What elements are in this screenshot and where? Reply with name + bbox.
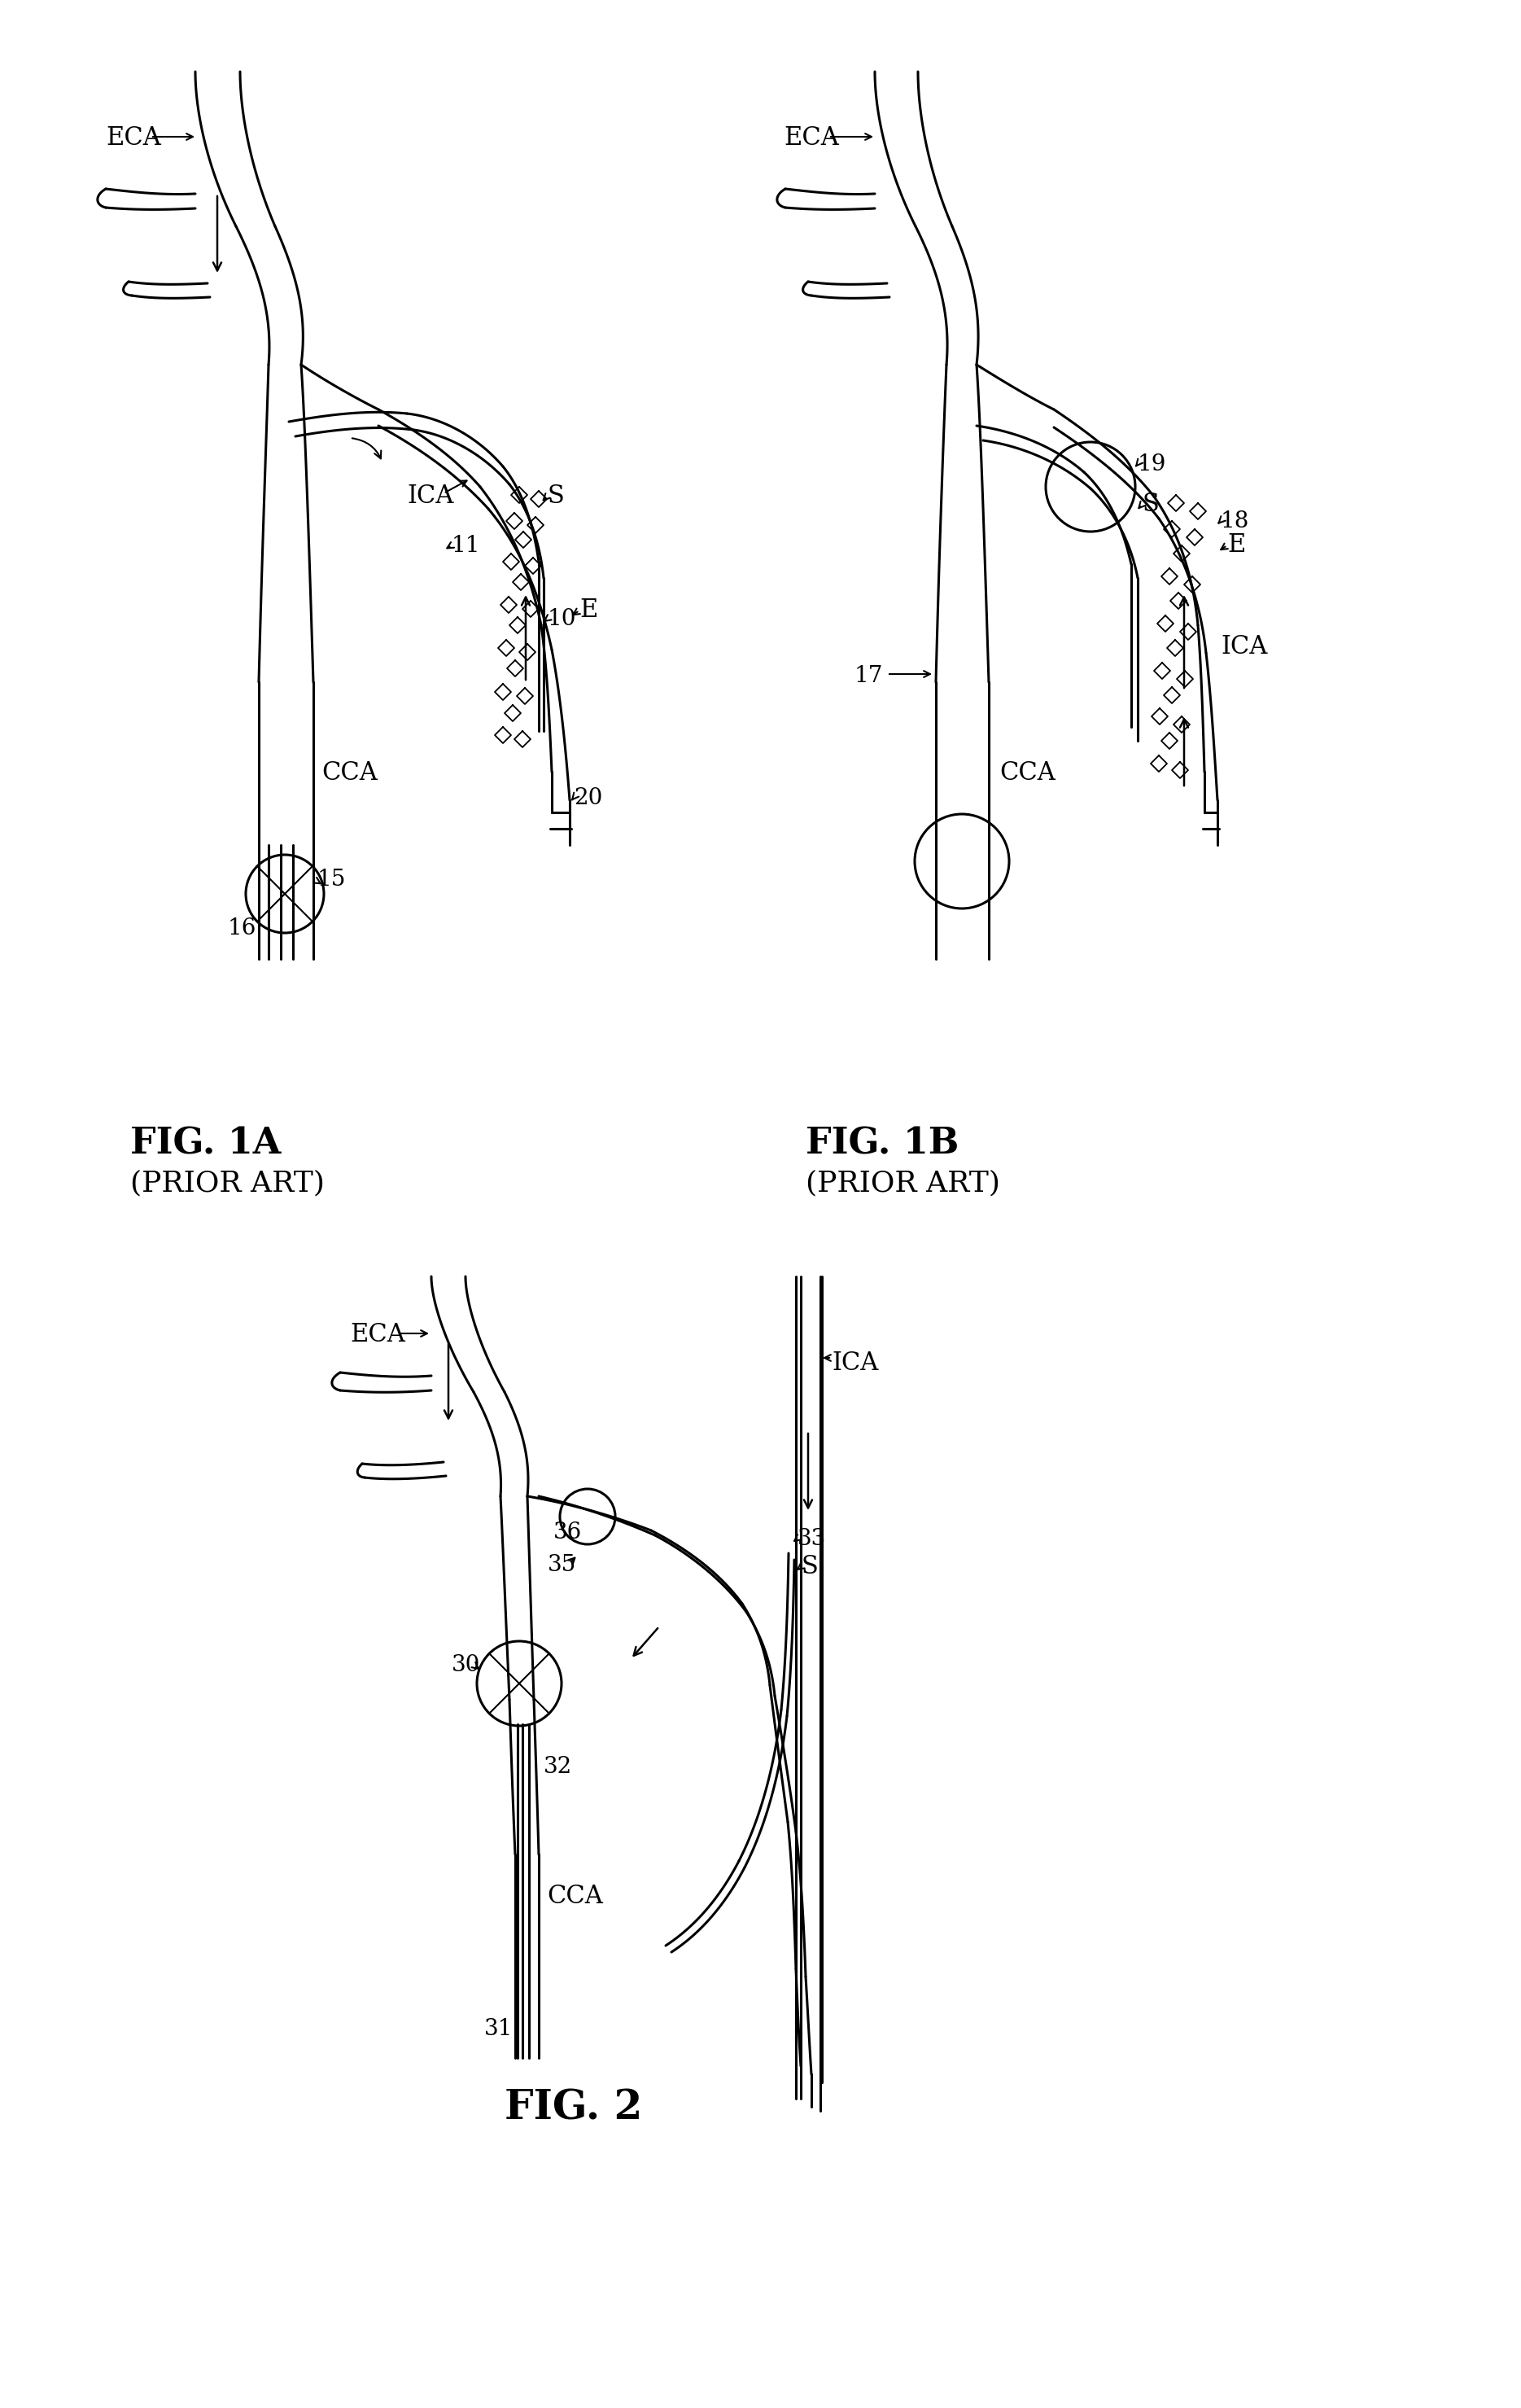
Text: FIG. 1A: FIG. 1A: [131, 1127, 281, 1161]
Text: S: S: [1142, 491, 1159, 518]
Text: 31: 31: [484, 2018, 513, 2040]
Text: 20: 20: [573, 787, 602, 809]
Text: S: S: [548, 484, 564, 508]
Text: ICA: ICA: [832, 1351, 879, 1375]
Text: 30: 30: [452, 1654, 481, 1676]
Text: E: E: [1227, 532, 1246, 559]
Text: (PRIOR ART): (PRIOR ART): [806, 1168, 1001, 1197]
Text: 35: 35: [548, 1553, 576, 1575]
Text: (PRIOR ART): (PRIOR ART): [131, 1168, 324, 1197]
Text: E: E: [580, 597, 598, 624]
Text: 10: 10: [548, 609, 576, 631]
Text: ICA: ICA: [408, 484, 453, 508]
Text: 17: 17: [855, 665, 884, 686]
Text: ECA: ECA: [106, 125, 161, 152]
Text: CCA: CCA: [999, 761, 1056, 785]
Text: 18: 18: [1221, 510, 1249, 532]
Text: ECA: ECA: [783, 125, 840, 152]
Text: CCA: CCA: [548, 1883, 602, 1910]
Text: 11: 11: [452, 535, 481, 556]
Text: ICA: ICA: [1221, 633, 1267, 660]
Text: CCA: CCA: [321, 761, 377, 785]
Text: 33: 33: [797, 1529, 826, 1551]
Text: 15: 15: [318, 869, 347, 891]
Text: S: S: [800, 1553, 818, 1580]
Text: 32: 32: [543, 1755, 572, 1777]
Text: FIG. 2: FIG. 2: [505, 2088, 642, 2129]
Text: 36: 36: [554, 1522, 583, 1544]
Text: 19: 19: [1138, 453, 1167, 474]
Text: FIG. 1B: FIG. 1B: [806, 1127, 958, 1161]
Text: ECA: ECA: [350, 1322, 405, 1346]
Text: 16: 16: [228, 917, 257, 939]
